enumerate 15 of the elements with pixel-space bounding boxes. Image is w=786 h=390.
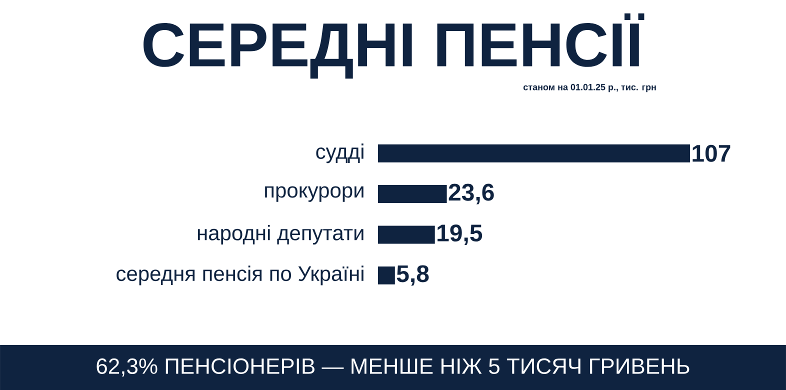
bar bbox=[378, 226, 435, 244]
y-tick-label: прокурори bbox=[265, 186, 364, 202]
bar bbox=[378, 185, 447, 204]
chart-subtitle: станом на 01.01.25 р., тис. грн bbox=[523, 84, 656, 92]
data-label: 23,6 bbox=[448, 184, 494, 204]
y-tick-label: судді bbox=[316, 144, 364, 164]
text: 62,3% ПЕНСІОНЕРІВ — МЕНШЕ НІЖ 5 ТИСЯЧ ГРИВЕНЬ bbox=[96, 358, 690, 377]
bar bbox=[378, 266, 395, 284]
y-tick-label: народні депутати bbox=[198, 224, 364, 245]
bar bbox=[378, 144, 690, 162]
chart-title: СЕРЕДНІ ПЕНСІЇ bbox=[144, 13, 644, 79]
y-tick-label: середня пенсія по Україні bbox=[116, 266, 364, 286]
data-label: 107 bbox=[692, 144, 730, 162]
data-label: 19,5 bbox=[438, 224, 482, 245]
data-label: 5,8 bbox=[396, 265, 429, 286]
